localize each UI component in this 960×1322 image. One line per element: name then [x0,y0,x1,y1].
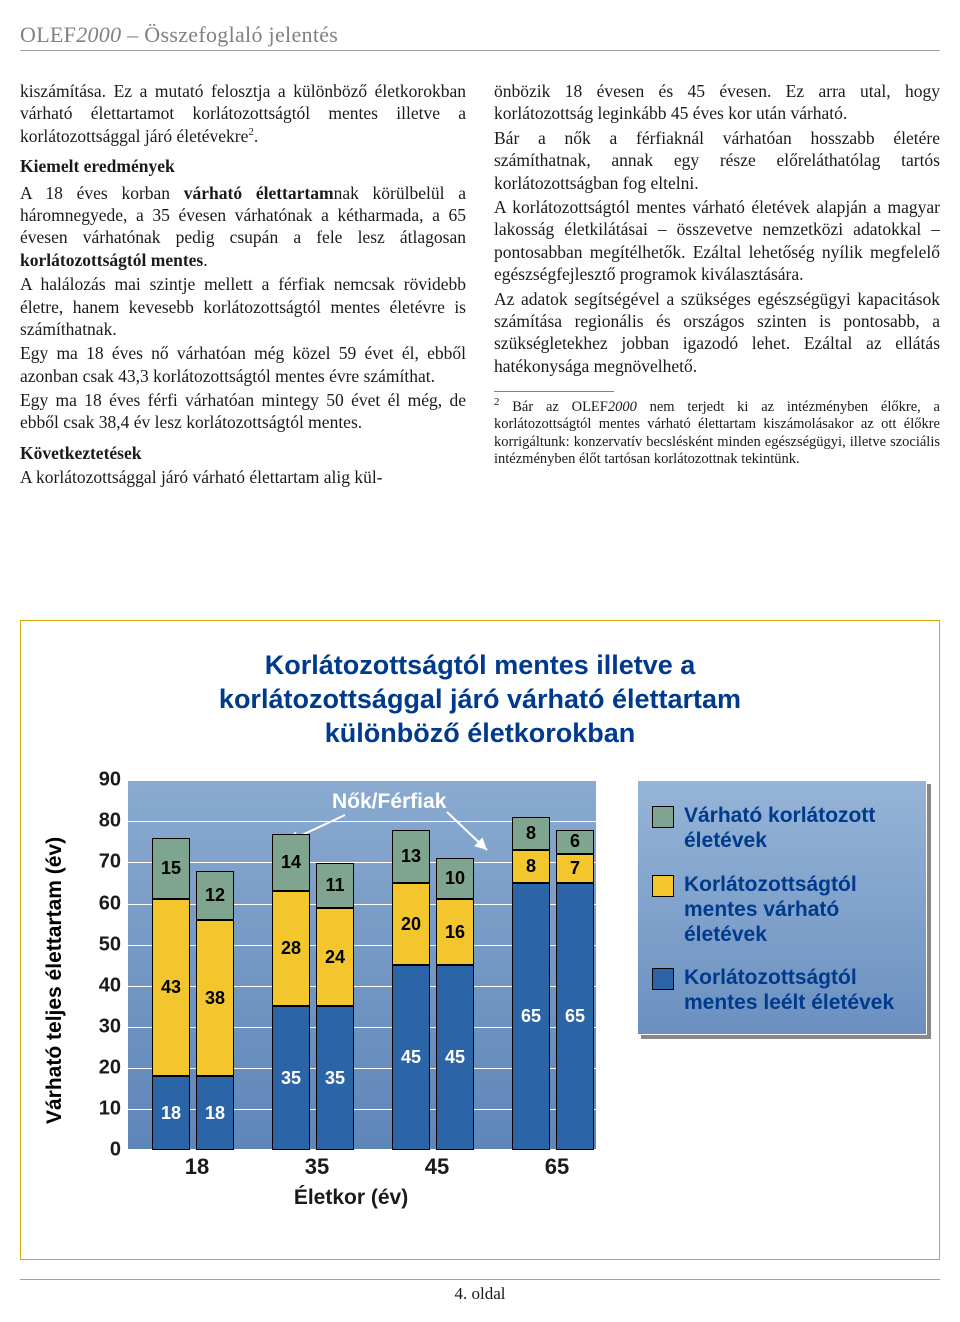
y-tick: 50 [77,933,121,956]
bar-segment: 43 [152,899,190,1076]
bar-segment: 14 [272,834,310,892]
bar-segment: 16 [436,899,474,965]
header-suffix: – Összefoglaló jelentés [121,22,338,47]
chart-title: Korlátozottságtól mentes illetve a korlá… [21,649,939,750]
legend-item: Korlátozottságtól mentes leélt életévek [652,965,912,1015]
legend-swatch [652,968,674,990]
bar-segment: 6 [556,830,594,855]
bar: 184315 [152,838,190,1150]
legend-item: Korlátozottságtól mentes várható életéve… [652,872,912,948]
bar: 183812 [196,838,234,1150]
annotation-nok-ferfiak: Nők/Férfiak [332,790,446,814]
bar: 352814 [272,834,310,1151]
y-tick: 0 [77,1139,121,1162]
y-tick: 10 [77,1098,121,1121]
chart-container: Korlátozottságtól mentes illetve a korlá… [20,620,940,1260]
bar-segment: 28 [272,891,310,1006]
bar-group: 184315183812 [152,838,234,1150]
para: önbözik 18 évesen és 45 évesen. Ez arra … [494,80,940,125]
header-rule [20,50,940,51]
heading-kovetkeztetesek: Következtetések [20,442,466,464]
bar-segment: 35 [316,1006,354,1150]
text-columns: kiszámítása. Ez a mutató felosztja a kül… [20,80,940,491]
page-number: 4. oldal [0,1284,960,1304]
y-tick: 60 [77,892,121,915]
bar: 352411 [316,834,354,1151]
para: A korlátozottsággal járó várható élettar… [20,466,466,488]
heading-kiemelt: Kiemelt eredmények [20,155,466,177]
plot-area: Nők/Férfiak 0102030405060708090184315183… [77,780,617,1180]
legend: Várható korlátozott életévek Korlátozotts… [637,780,927,1180]
bar-segment: 10 [436,858,474,899]
y-tick: 20 [77,1057,121,1080]
footer-rule [20,1279,940,1280]
para: Az adatok segítségével a szükséges egész… [494,288,940,378]
y-tick: 40 [77,974,121,997]
x-tick: 18 [185,1154,209,1180]
bar: 6588 [512,817,550,1150]
bar-segment: 35 [272,1006,310,1150]
bar-segment: 8 [512,817,550,850]
legend-swatch [652,875,674,897]
bar-segment: 65 [512,883,550,1150]
bar-segment: 24 [316,908,354,1007]
legend-label: Korlátozottságtól mentes várható életéve… [684,872,912,948]
para: A halálozás mai szintje mellett a férfia… [20,273,466,340]
y-tick: 70 [77,851,121,874]
legend-label: Várható korlátozott életévek [684,803,912,853]
bar-segment: 65 [556,883,594,1150]
bar-segment: 18 [196,1076,234,1150]
legend-box: Várható korlátozott életévek Korlátozotts… [637,780,927,1034]
x-tick: 65 [545,1154,569,1180]
y-axis-label: Várható teljes élettartam (év) [39,780,71,1180]
header-italic: 2000 [76,22,121,47]
bar-group: 65886576 [512,817,594,1150]
right-column: önbözik 18 évesen és 45 évesen. Ez arra … [494,80,940,491]
x-tick: 45 [425,1154,449,1180]
header-prefix: OLEF [20,22,76,47]
page-header: OLEF2000 – Összefoglaló jelentés [20,22,338,48]
y-tick: 90 [77,769,121,792]
bar: 452013 [392,830,430,1151]
bar-segment: 12 [196,871,234,920]
bar-segment: 11 [316,863,354,908]
para: Egy ma 18 éves nő várhatóan még közel 59… [20,342,466,387]
para: A 18 éves korban várható élettartamnak k… [20,182,466,272]
y-tick: 30 [77,1015,121,1038]
para: kiszámítása. Ez a mutató felosztja a kül… [20,80,466,147]
bar-segment: 8 [512,850,550,883]
bar-segment: 45 [436,965,474,1150]
legend-item: Várható korlátozott életévek [652,803,912,853]
bar-segment: 7 [556,854,594,883]
chart-body: Várható teljes élettartam (év) Nők/Férfi… [21,780,939,1180]
y-tick: 80 [77,810,121,833]
footnote-rule [494,391,614,392]
bar-segment: 13 [392,830,430,883]
bar-group: 352814352411 [272,834,354,1151]
legend-label: Korlátozottságtól mentes leélt életévek [684,965,912,1015]
x-tick: 35 [305,1154,329,1180]
bar: 6576 [556,817,594,1150]
footnote: 2 Bár az OLEF2000 nem terjedt ki az inté… [494,396,940,468]
legend-swatch [652,806,674,828]
left-column: kiszámítása. Ez a mutató felosztja a kül… [20,80,466,491]
para: Bár a nők a férfiaknál várhatóan hosszab… [494,127,940,194]
bar-segment: 15 [152,838,190,900]
bar-segment: 18 [152,1076,190,1150]
bar-segment: 20 [392,883,430,965]
para: Egy ma 18 éves férfi várhatóan mintegy 5… [20,389,466,434]
bar: 451610 [436,830,474,1151]
para: A korlátozottságtól mentes várható életé… [494,196,940,286]
bar-segment: 45 [392,965,430,1150]
bar-group: 452013451610 [392,830,474,1151]
x-axis-label: Életkor (év) [81,1186,621,1210]
bar-segment: 38 [196,920,234,1076]
